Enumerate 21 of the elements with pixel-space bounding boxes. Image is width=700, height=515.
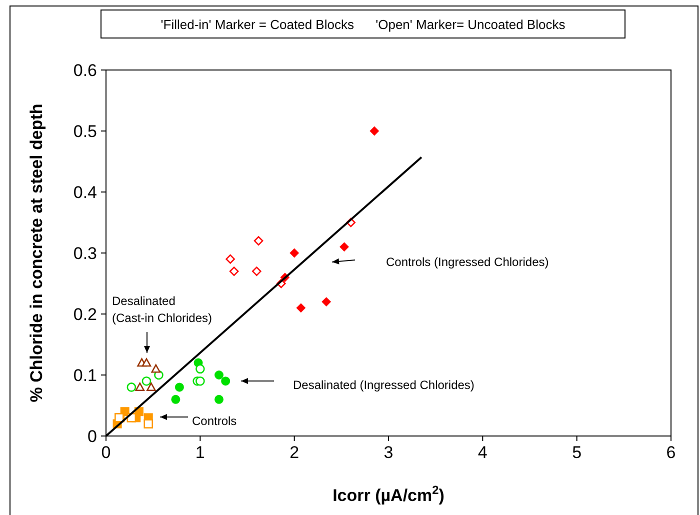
y-tick-label: 0.5 [73, 122, 97, 141]
y-tick-label: 0.6 [73, 61, 97, 80]
annotation: Desalinated (Ingressed Chlorides) [293, 378, 474, 392]
annotation: Controls [192, 414, 237, 428]
text: 'Filled-in' Marker = Coated Blocks 'Open' Marker= Uncoated Blocks [160, 17, 566, 32]
x-tick-label: 1 [195, 443, 205, 462]
annotation: Controls (Ingressed Chlorides) [386, 255, 549, 269]
x-tick-label: 3 [384, 443, 394, 462]
x-tick-label: 2 [290, 443, 300, 462]
y-tick-label: 0 [88, 427, 97, 446]
x-axis-title: Icorr (µA/cm$^{2}$) [332, 483, 444, 505]
y-tick-label: 0.4 [73, 183, 97, 202]
annotation: Desalinated (Cast-in Chlorides) [112, 294, 212, 325]
x-tick-label: 5 [572, 443, 582, 462]
x-tick-label: 6 [666, 443, 676, 462]
y-axis-title: % Chloride in concrete at steel depth [27, 104, 46, 402]
y-tick-label: 0.2 [73, 305, 97, 324]
x-tick-label: 4 [478, 443, 488, 462]
x-tick-label: 0 [101, 443, 111, 462]
y-tick-label: 0.1 [73, 366, 97, 385]
y-tick-label: 0.3 [73, 244, 97, 263]
